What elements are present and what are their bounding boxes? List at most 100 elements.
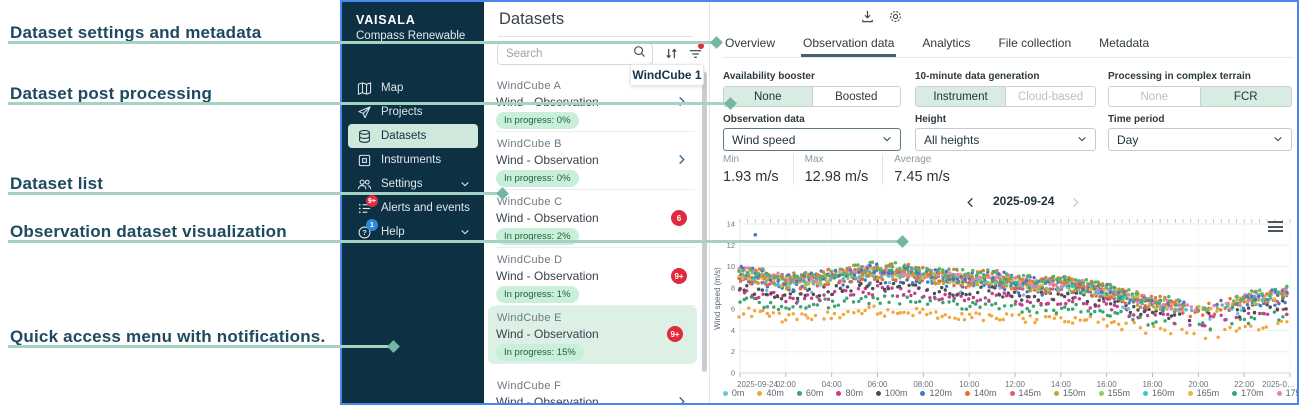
chart-legend-row: 0m 40m 60m 80m 100m 120m 140m 145m 150m 155m 160m 1… [722, 388, 1297, 398]
svg-text:06:00: 06:00 [867, 380, 888, 389]
svg-text:10: 10 [727, 262, 735, 271]
sort-icon[interactable] [664, 46, 680, 62]
legend-item-140m[interactable]: 140m [964, 388, 997, 398]
sidebar-item-instruments[interactable]: Instruments [348, 148, 478, 172]
legend-item-0m[interactable]: 0m [722, 388, 745, 398]
legend-item-60m[interactable]: 60m [796, 388, 823, 398]
legend-dot [1054, 390, 1060, 396]
stat-value: 12.98 m/s [804, 169, 869, 185]
dropdown-time-period[interactable]: Day [1108, 128, 1292, 151]
alert-count-badge: 6 [671, 210, 687, 226]
dataset-list-item[interactable]: WindCube E Wind - Observation In progress… [488, 306, 697, 364]
current-date: 2025-09-24 [993, 194, 1055, 208]
dropdown-height[interactable]: All heights [915, 128, 1096, 151]
svg-text:08:00: 08:00 [913, 380, 934, 389]
legend-label: 155m [1107, 388, 1131, 398]
segment-option-fcr[interactable]: FCR [1199, 87, 1291, 106]
segmented-control: 10-minute data generation Instrument Clou… [915, 71, 1096, 107]
legend-item-155m[interactable]: 155m [1098, 388, 1131, 398]
dropdown-group: Observation data Wind speed [723, 114, 901, 151]
dropdown-value: All heights [924, 132, 980, 147]
legend-item-100m[interactable]: 100m [875, 388, 907, 398]
tab-metadata[interactable]: Metadata [1099, 36, 1150, 50]
legend-item-160m[interactable]: 160m [1143, 388, 1175, 398]
tab-overview[interactable]: Overview [725, 36, 776, 50]
dataset-type: Wind - Observation [496, 327, 599, 341]
notification-badge: 9+ [366, 195, 378, 207]
legend-item-175m[interactable]: 175m [1276, 388, 1297, 398]
dataset-list-item[interactable]: WindCube C Wind - Observation In progress… [484, 190, 701, 248]
sidebar-item-projects[interactable]: Projects [348, 100, 478, 124]
legend-dot [920, 390, 926, 396]
tab-analytics[interactable]: Analytics [922, 36, 971, 50]
dataset-name: WindCube A [497, 80, 562, 92]
segment-option-boosted[interactable]: Boosted [811, 87, 900, 106]
legend-item-150m[interactable]: 150m [1054, 388, 1086, 398]
sidebar-item-map[interactable]: Map [348, 76, 478, 100]
segment-option-none[interactable]: None [724, 87, 812, 106]
segment-option-cloud-based[interactable]: Cloud-based [1005, 87, 1095, 106]
legend-item-180m[interactable]: 180m [955, 402, 987, 403]
gear-icon[interactable] [888, 9, 904, 25]
legend-label: 165m [1196, 388, 1220, 398]
svg-text:16:00: 16:00 [1097, 380, 1118, 389]
next-day-icon[interactable] [1070, 195, 1082, 208]
legend-item-200m[interactable]: 200m [1044, 402, 1076, 403]
legend-label: 190m [1009, 402, 1032, 403]
sidebar-item-label: Datasets [381, 130, 427, 142]
legend-dot [757, 390, 763, 396]
sidebar-item-settings[interactable]: Settings [348, 172, 478, 196]
dataset-list-item[interactable]: WindCube F Wind - Observation [484, 374, 701, 403]
legend-dot [1187, 390, 1193, 396]
legend-item-170m[interactable]: 170m [1232, 388, 1264, 398]
divider [496, 189, 695, 190]
segment-option-instrument[interactable]: Instrument [916, 87, 1005, 106]
legend-label: 200m [1053, 402, 1076, 403]
segment-option-none[interactable]: None [1109, 87, 1200, 106]
legend-item-40m[interactable]: 40m [757, 388, 784, 398]
brand-name: VAISALA [356, 13, 416, 27]
stat-average: Average 7.45 m/s [882, 154, 964, 185]
dataset-list-item[interactable]: WindCube D Wind - Observation In progress… [484, 248, 701, 306]
sidebar-item-label: Alerts and events [381, 202, 470, 214]
svg-text:12:00: 12:00 [1005, 380, 1026, 389]
legend-item-145m[interactable]: 145m [1009, 388, 1041, 398]
alert-count-badge: 9+ [671, 268, 687, 284]
search-input[interactable] [506, 48, 633, 60]
svg-text:18:00: 18:00 [1142, 380, 1163, 389]
dataset-list: WindCube A Wind - Observation In progress… [484, 68, 709, 403]
legend-dot [875, 390, 881, 396]
sidebar-item-label: Instruments [381, 154, 442, 166]
list-scrollbar[interactable] [702, 72, 707, 372]
svg-text:4: 4 [731, 326, 735, 335]
sidebar-item-label: Settings [381, 178, 423, 190]
sidebar-item-alerts-and-events[interactable]: 9+ Alerts and events [348, 195, 478, 220]
svg-text:?: ? [362, 228, 367, 237]
stat-max: Max 12.98 m/s [792, 154, 883, 185]
legend-label: 0m [731, 388, 745, 398]
dataset-list-item[interactable]: WindCube B Wind - Observation In progress… [484, 132, 701, 190]
legend-item-190m[interactable]: 190m [1000, 402, 1032, 403]
legend-item-120m[interactable]: 120m [920, 388, 952, 398]
annotation-label: Quick access menu with notifications. [10, 327, 326, 346]
chart-menu-icon[interactable] [1268, 221, 1283, 232]
legend-label: 140m [973, 388, 997, 398]
download-icon[interactable] [860, 9, 876, 25]
chevron-down-icon [882, 133, 892, 147]
legend-item-165m[interactable]: 165m [1187, 388, 1220, 398]
tab-observation-data[interactable]: Observation data [801, 32, 897, 57]
legend-dot [722, 390, 728, 396]
dropdown-observation-data[interactable]: Wind speed [723, 128, 901, 151]
legend-dot [1009, 390, 1015, 396]
tab-file-collection[interactable]: File collection [998, 36, 1072, 50]
prev-day-icon[interactable] [965, 195, 977, 208]
filter-icon[interactable] [688, 46, 704, 62]
brand-product: Compass Renewable [356, 30, 466, 42]
legend-label: 170m [1241, 388, 1264, 398]
legend-item-80m[interactable]: 80m [836, 388, 863, 398]
dropdown-label: Height [915, 114, 947, 125]
sidebar-item-help[interactable]: ? 1 Help [348, 219, 478, 244]
legend-label: 80m [845, 388, 863, 398]
search-box[interactable] [497, 43, 653, 65]
sidebar-item-datasets[interactable]: Datasets [348, 124, 478, 148]
